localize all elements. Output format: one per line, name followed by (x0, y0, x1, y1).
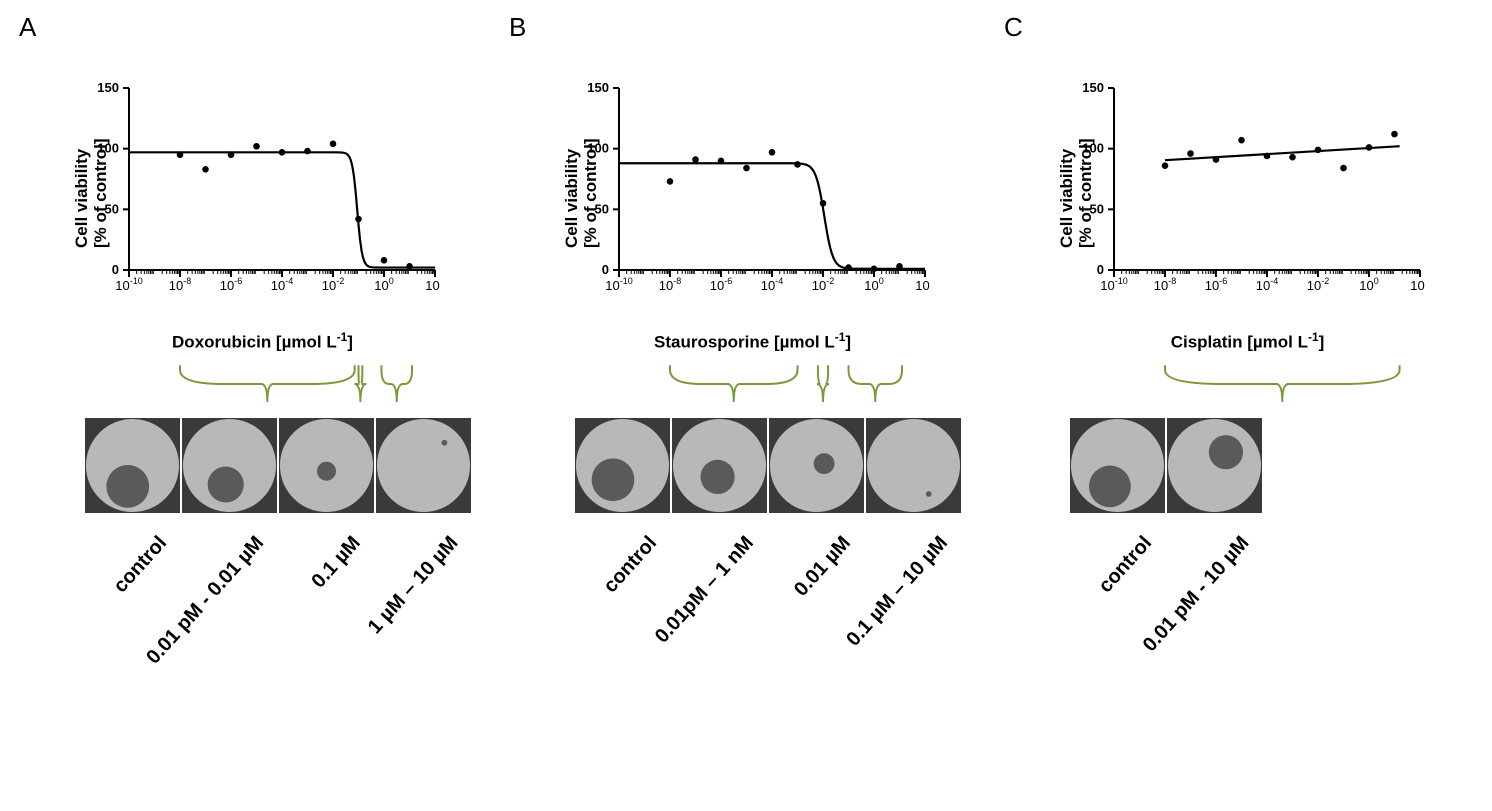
svg-text:50: 50 (1090, 201, 1104, 216)
chart: 0 50 100 150 10-10 10-8 10-6 10-4 10-2 100 102 (575, 80, 930, 310)
well-label: 0.01pM – 1 nM (651, 532, 759, 648)
svg-text:10-6: 10-6 (220, 276, 242, 293)
svg-text:102: 102 (1410, 276, 1425, 293)
svg-text:150: 150 (1082, 80, 1104, 95)
well-label: 0.1 µM – 10 µM (842, 532, 953, 651)
well-image (866, 418, 961, 513)
svg-text:50: 50 (105, 201, 119, 216)
chart: 0 50 100 150 10-10 10-8 10-6 10-4 10-2 100 102 (1070, 80, 1425, 310)
well-label: 0.1 µM (308, 532, 366, 593)
panel-C: CCell viability[% of control]05010015010… (1000, 0, 1480, 790)
well-images-row (575, 418, 975, 513)
panel-A: ACell viability[% of control]05010015010… (15, 0, 495, 790)
svg-text:10-2: 10-2 (812, 276, 834, 293)
well-labels: control0.01 pM - 0.01 µM0.1 µM1 µM – 10 … (85, 520, 485, 780)
svg-text:100: 100 (587, 141, 609, 156)
svg-text:10-8: 10-8 (169, 276, 191, 293)
well-label: control (110, 532, 172, 598)
chart: 0 50 100 150 10-10 10-8 10-6 10-4 10-2 100 102 (85, 80, 440, 310)
svg-text:100: 100 (374, 276, 393, 293)
svg-text:10-2: 10-2 (1307, 276, 1329, 293)
svg-text:100: 100 (1082, 141, 1104, 156)
range-brackets (575, 362, 930, 414)
svg-text:0: 0 (112, 262, 119, 277)
svg-text:102: 102 (425, 276, 440, 293)
well-labels: control0.01 pM - 10 µM (1070, 520, 1470, 780)
well-label: control (1095, 532, 1157, 598)
panel-label: B (509, 12, 526, 43)
well-labels: control0.01pM – 1 nM 0.01 µM0.1 µM – 10 µ… (575, 520, 975, 780)
well-label: 1 µM – 10 µM (364, 532, 463, 639)
svg-text:50: 50 (595, 201, 609, 216)
well-label: 0.01 µM (790, 532, 856, 601)
well-label: 0.01 pM - 10 µM (1139, 532, 1255, 657)
svg-text:100: 100 (864, 276, 883, 293)
svg-text:10-4: 10-4 (1256, 276, 1278, 293)
well-image (1070, 418, 1165, 513)
well-image (575, 418, 670, 513)
svg-text:10-6: 10-6 (1205, 276, 1227, 293)
well-images-row (1070, 418, 1470, 513)
svg-text:10-8: 10-8 (1154, 276, 1176, 293)
well-label: control (600, 532, 662, 598)
svg-text:10-10: 10-10 (605, 276, 632, 293)
well-images-row (85, 418, 485, 513)
svg-text:0: 0 (602, 262, 609, 277)
svg-text:0: 0 (1097, 262, 1104, 277)
svg-text:10-4: 10-4 (271, 276, 293, 293)
svg-text:10-4: 10-4 (761, 276, 783, 293)
well-image (376, 418, 471, 513)
range-brackets (1070, 362, 1425, 414)
svg-text:10-2: 10-2 (322, 276, 344, 293)
figure-root: ACell viability[% of control]05010015010… (0, 0, 1492, 811)
svg-text:10-10: 10-10 (1100, 276, 1127, 293)
well-image (672, 418, 767, 513)
svg-text:102: 102 (915, 276, 930, 293)
x-axis-label: Staurosporine [µmol L-1] (575, 330, 930, 353)
panel-B: BCell viability[% of control]05010015010… (505, 0, 985, 790)
well-image (1167, 418, 1262, 513)
svg-text:10-6: 10-6 (710, 276, 732, 293)
svg-text:150: 150 (587, 80, 609, 95)
svg-text:10-8: 10-8 (659, 276, 681, 293)
svg-text:10-10: 10-10 (115, 276, 142, 293)
x-axis-label: Cisplatin [µmol L-1] (1070, 330, 1425, 353)
panel-label: C (1004, 12, 1023, 43)
well-image (85, 418, 180, 513)
range-brackets (85, 362, 440, 414)
svg-text:150: 150 (97, 80, 119, 95)
x-axis-label: Doxorubicin [µmol L-1] (85, 330, 440, 353)
svg-text:100: 100 (1359, 276, 1378, 293)
well-image (182, 418, 277, 513)
svg-text:100: 100 (97, 141, 119, 156)
well-image (279, 418, 374, 513)
panel-label: A (19, 12, 36, 43)
well-image (769, 418, 864, 513)
